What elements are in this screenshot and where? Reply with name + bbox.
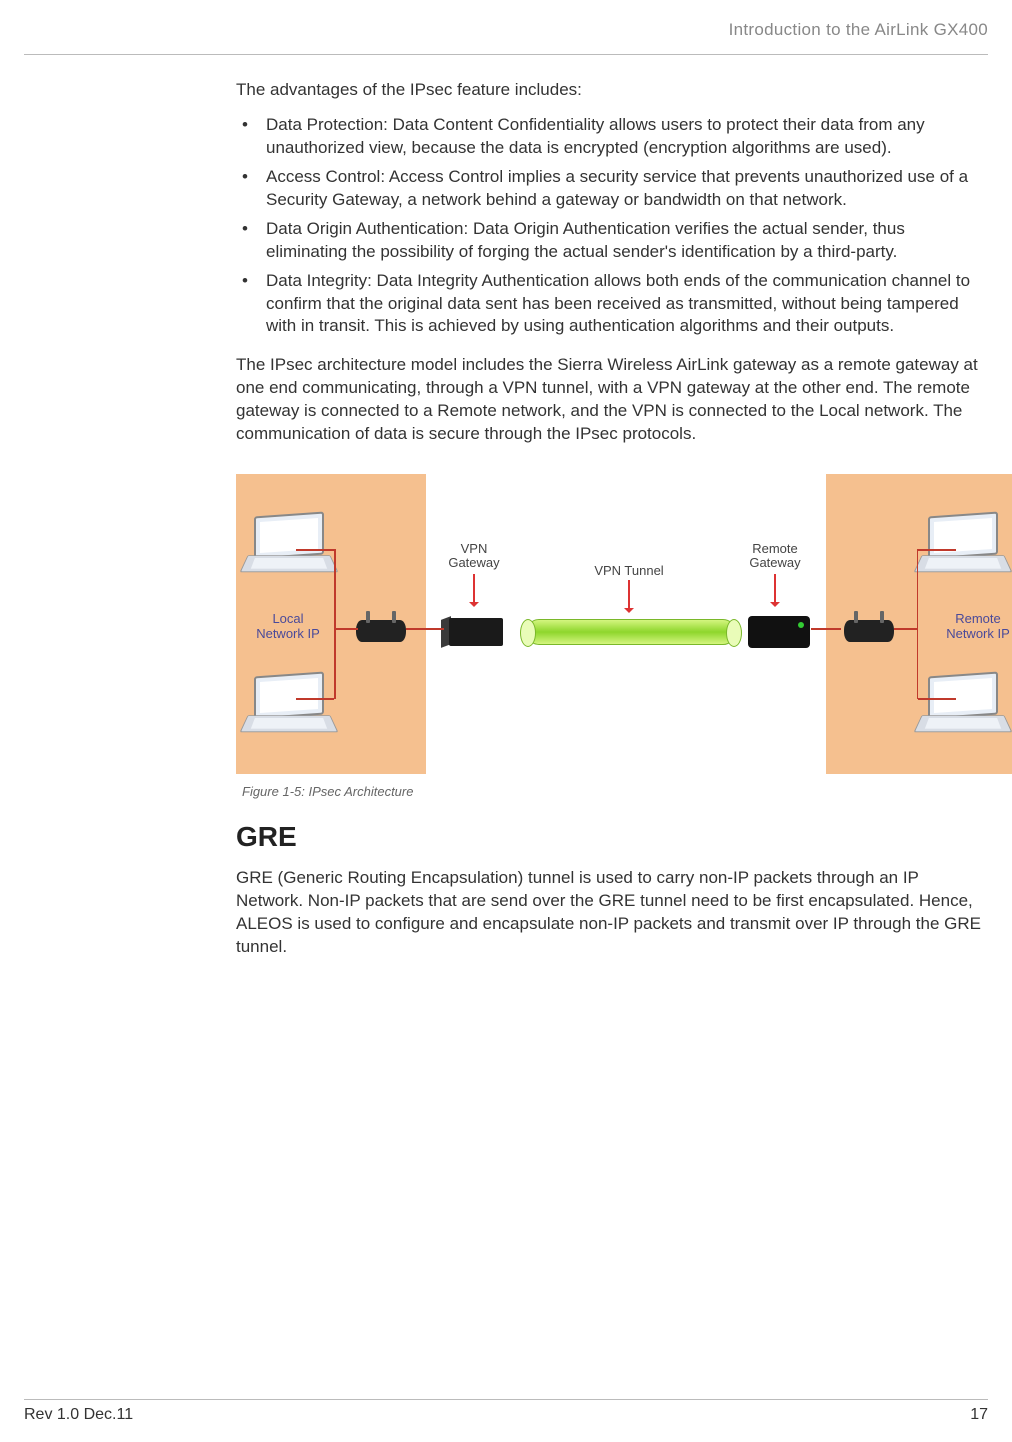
remote-network-label: Remote Network IP xyxy=(938,612,1012,642)
gre-heading: GRE xyxy=(236,821,982,853)
vpn-gateway-label: VPN Gateway xyxy=(444,542,504,571)
wire xyxy=(334,628,358,630)
gre-para: GRE (Generic Routing Encapsulation) tunn… xyxy=(236,867,982,959)
remote-network-box: Remote Network IP xyxy=(826,474,1012,774)
bullet-data-integrity: Data Integrity: Data Integrity Authentic… xyxy=(236,270,982,339)
wire xyxy=(406,628,444,630)
figure-ipsec-architecture: Local Network IP Remote Network IP xyxy=(236,474,982,799)
router-icon xyxy=(844,614,894,646)
arrow-icon xyxy=(628,580,630,612)
bullet-data-origin: Data Origin Authentication: Data Origin … xyxy=(236,218,982,264)
remote-gateway-label: Remote Gateway xyxy=(744,542,806,571)
wire xyxy=(334,549,336,699)
page-footer: Rev 1.0 Dec.11 17 xyxy=(24,1399,988,1424)
arrow-icon xyxy=(473,574,475,606)
laptop-icon xyxy=(918,514,1008,579)
laptop-icon xyxy=(244,674,334,739)
local-network-box: Local Network IP xyxy=(236,474,426,774)
local-network-label: Local Network IP xyxy=(248,612,328,642)
ipsec-diagram: Local Network IP Remote Network IP xyxy=(236,474,1012,774)
vpn-tunnel-label: VPN Tunnel xyxy=(584,564,674,578)
router-icon xyxy=(356,614,406,646)
footer-revision: Rev 1.0 Dec.11 xyxy=(24,1406,133,1424)
footer-page-number: 17 xyxy=(970,1406,988,1424)
wire xyxy=(894,628,918,630)
vpn-tunnel xyxy=(526,619,736,645)
intro-para: The advantages of the IPsec feature incl… xyxy=(236,79,982,102)
wire xyxy=(917,549,919,699)
header-rule xyxy=(24,54,988,55)
wire xyxy=(296,698,334,700)
laptop-icon xyxy=(244,514,334,579)
vpn-gateway-icon xyxy=(441,612,511,652)
wire xyxy=(811,628,841,630)
architecture-para: The IPsec architecture model includes th… xyxy=(236,354,982,446)
doc-header: Introduction to the AirLink GX400 xyxy=(24,20,988,40)
wire xyxy=(918,549,956,551)
advantages-list: Data Protection: Data Content Confidenti… xyxy=(236,114,982,338)
wire xyxy=(918,698,956,700)
bullet-data-protection: Data Protection: Data Content Confidenti… xyxy=(236,114,982,160)
footer-rule xyxy=(24,1399,988,1400)
content-area: The advantages of the IPsec feature incl… xyxy=(236,79,982,959)
figure-caption: Figure 1-5: IPsec Architecture xyxy=(242,784,982,799)
laptop-icon xyxy=(918,674,1008,739)
remote-gateway-icon xyxy=(746,612,812,650)
arrow-icon xyxy=(774,574,776,606)
wire xyxy=(296,549,334,551)
bullet-access-control: Access Control: Access Control implies a… xyxy=(236,166,982,212)
